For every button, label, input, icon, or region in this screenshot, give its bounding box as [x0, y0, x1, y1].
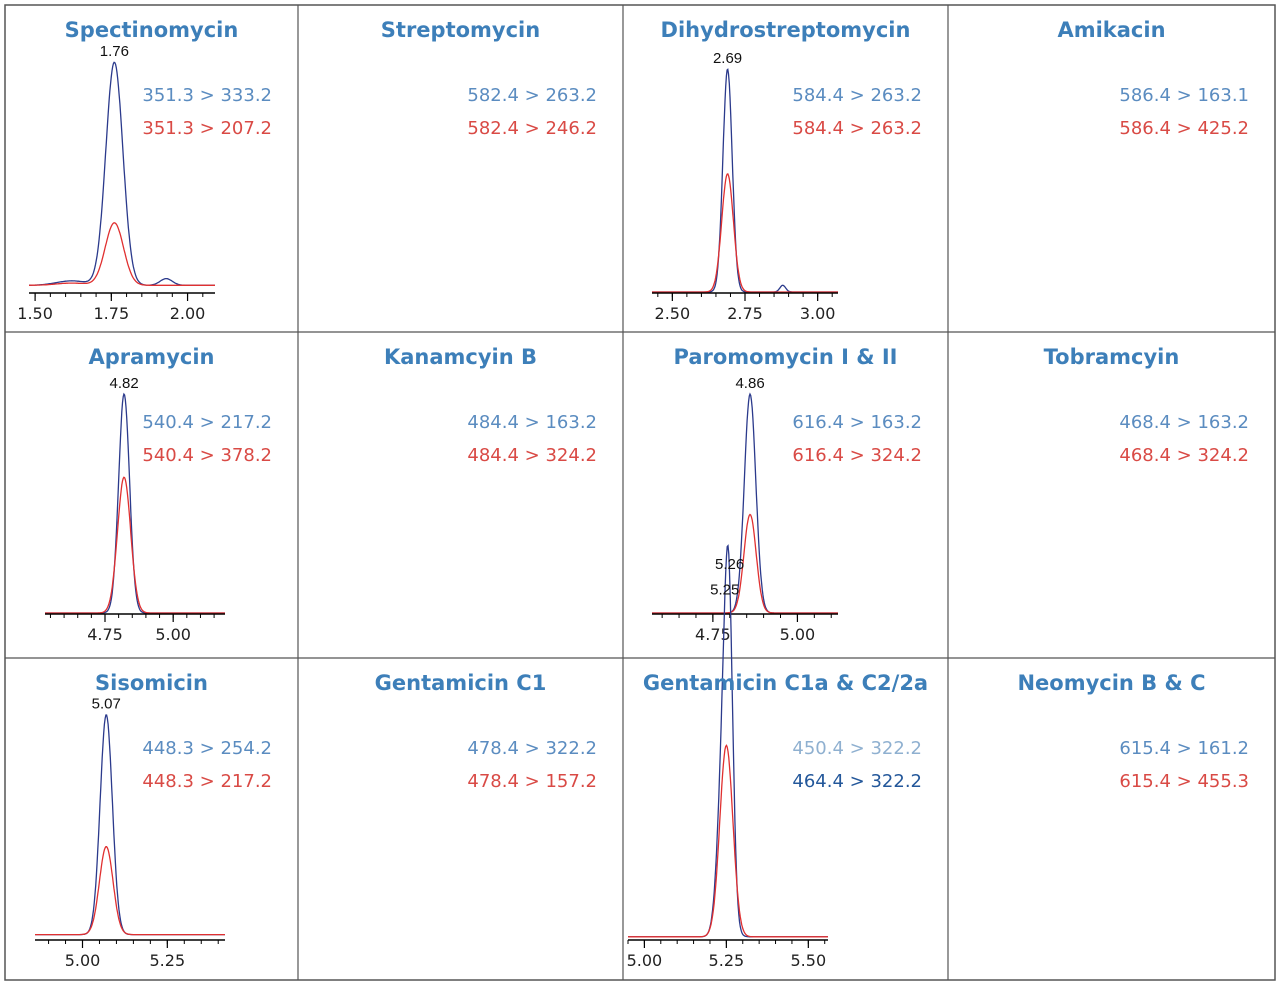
chart-panel: Paromomycin I & II 616.4 > 163.2 616.4 > 3… [674, 345, 922, 466]
x-axis-tick-label: 3.00 [800, 304, 836, 323]
x-axis-tick-label: 5.00 [627, 951, 663, 970]
panel-title: Streptomycin [381, 18, 540, 42]
x-axis-tick-label: 5.50 [791, 951, 827, 970]
chart-panel: Gentamicin C1 478.4 > 322.2 478.4 > 157.2 5… [375, 544, 828, 970]
chart-panel: Spectinomycin 351.3 > 333.2 351.3 > 207.2 1… [17, 18, 272, 323]
mrm-transition-label: 586.4 > 425.2 [1119, 118, 1249, 139]
peak-retention-label: 5.07 [92, 696, 121, 713]
mrm-transition-label: 616.4 > 324.2 [792, 445, 922, 466]
chart-panel: Neomycin B & C 615.4 > 161.2 615.4 > 455.3… [1017, 671, 1249, 792]
mrm-transition-label: 351.3 > 207.2 [142, 118, 272, 139]
panel-title: Apramycin [89, 345, 215, 369]
panel-title: Paromomycin I & II [674, 345, 898, 369]
peak-retention-label: 5.26 [715, 556, 744, 573]
mrm-transition-label: 616.4 > 163.2 [792, 412, 922, 433]
mrm-transition-label: 468.4 > 163.2 [1119, 412, 1249, 433]
panel-title: Tobramcyin [1044, 345, 1180, 369]
panel-title: Amikacin [1057, 18, 1165, 42]
x-axis-tick-label: 2.50 [655, 304, 691, 323]
x-axis-tick-label: 2.75 [727, 304, 763, 323]
panel-title: Kanamcyin B [384, 345, 537, 369]
mrm-transition-label: 464.4 > 322.2 [792, 771, 922, 792]
panel-title: Gentamicin C1 [375, 671, 547, 695]
peak-retention-label: 1.76 [100, 43, 129, 60]
x-axis-tick-label: 2.00 [170, 304, 206, 323]
panel-title: Gentamicin C1a & C2/2a [643, 671, 928, 695]
x-axis-tick-label: 5.00 [780, 625, 816, 644]
peak-retention-label: 5.25 [710, 582, 739, 599]
mrm-transition-label: 351.3 > 333.2 [142, 85, 272, 106]
mrm-transition-label: 478.4 > 322.2 [467, 738, 597, 759]
mrm-transition-label: 615.4 > 455.3 [1119, 771, 1249, 792]
mrm-transition-label: 540.4 > 217.2 [142, 412, 272, 433]
x-axis-tick-label: 4.75 [695, 625, 731, 644]
mrm-transition-label: 582.4 > 263.2 [467, 85, 597, 106]
mrm-transition-label: 448.3 > 254.2 [142, 738, 272, 759]
x-axis-tick-label: 5.00 [155, 625, 191, 644]
peak-retention-label: 4.82 [109, 375, 138, 392]
peak-retention-label: 2.69 [713, 50, 742, 67]
x-axis-tick-label: 5.25 [150, 951, 186, 970]
chart-panel: Kanamcyin B 484.4 > 163.2 484.4 > 324.2 4.8… [384, 345, 838, 644]
panel-title: Neomycin B & C [1017, 671, 1205, 695]
panel-title: Dihydrostreptomycin [661, 18, 911, 42]
x-axis-tick-label: 5.25 [709, 951, 745, 970]
peak-retention-label: 4.86 [735, 375, 764, 392]
mrm-transition-label: 615.4 > 161.2 [1119, 738, 1249, 759]
mrm-transition-label: 448.3 > 217.2 [142, 771, 272, 792]
x-axis-tick-label: 4.75 [87, 625, 123, 644]
mrm-transition-label: 484.4 > 163.2 [467, 412, 597, 433]
chart-panel: Sisomicin 448.3 > 254.2 448.3 > 217.2 5.07 5… [35, 671, 272, 970]
chart-panel: Streptomycin 582.4 > 263.2 582.4 > 246.2 2.… [381, 18, 838, 323]
chart-panel: Apramycin 540.4 > 217.2 540.4 > 378.2 4.82 4… [45, 345, 272, 644]
x-axis-tick-label: 1.50 [17, 304, 53, 323]
mrm-transition-label: 584.4 > 263.2 [792, 118, 922, 139]
panel-title: Sisomicin [95, 671, 208, 695]
mrm-transition-label: 484.4 > 324.2 [467, 445, 597, 466]
chart-panel: Dihydrostreptomycin 584.4 > 263.2 584.4 > … [661, 18, 922, 139]
chromatogram-trace [628, 744, 828, 938]
x-axis-tick-label: 5.00 [65, 951, 101, 970]
grid-outer-border [4, 4, 1276, 981]
chromatogram-trace [652, 173, 838, 293]
chromatogram-trace [29, 222, 215, 286]
mrm-transition-label: 582.4 > 246.2 [467, 118, 597, 139]
mrm-transition-label: 586.4 > 163.1 [1119, 85, 1249, 106]
panel-title: Spectinomycin [65, 18, 239, 42]
mrm-transition-label: 450.4 > 322.2 [792, 738, 922, 759]
mrm-transition-label: 468.4 > 324.2 [1119, 445, 1249, 466]
chromatogram-trace [45, 476, 225, 614]
mrm-transition-label: 584.4 > 263.2 [792, 85, 922, 106]
x-axis-tick-label: 1.75 [94, 304, 130, 323]
mrm-transition-label: 540.4 > 378.2 [142, 445, 272, 466]
chart-panel: Gentamicin C1a & C2/2a 450.4 > 322.2 464.4… [643, 671, 928, 792]
mrm-transition-label: 478.4 > 157.2 [467, 771, 597, 792]
chromatogram-trace [35, 846, 225, 936]
chromatogram-trace [652, 513, 838, 614]
